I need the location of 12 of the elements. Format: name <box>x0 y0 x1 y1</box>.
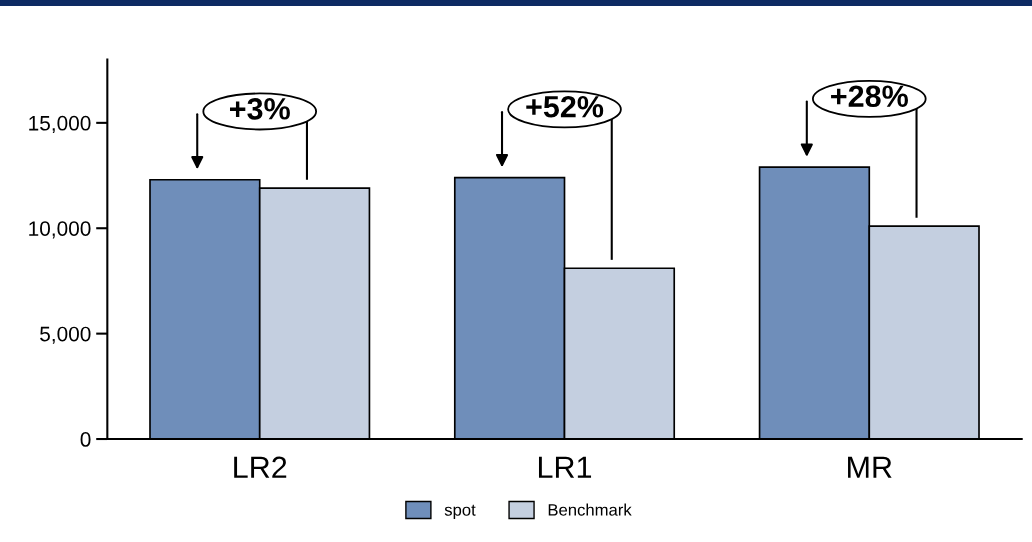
y-tick-label: 10,000 <box>29 221 91 239</box>
annotation: +28% <box>831 85 908 108</box>
annotation: +3% <box>230 98 290 120</box>
annotation: +52% <box>526 95 604 118</box>
legend-label: Benchmark <box>548 503 632 516</box>
x-tick-label: LR1 <box>538 456 592 478</box>
y-tick-label: 0 <box>80 432 91 447</box>
y-tick-label: 15,000 <box>29 115 91 134</box>
x-tick-label: MR <box>848 456 892 478</box>
y-tick-label: 5,000 <box>40 326 91 344</box>
x-tick-label: LR2 <box>234 456 287 478</box>
legend-label: spot <box>444 504 476 520</box>
